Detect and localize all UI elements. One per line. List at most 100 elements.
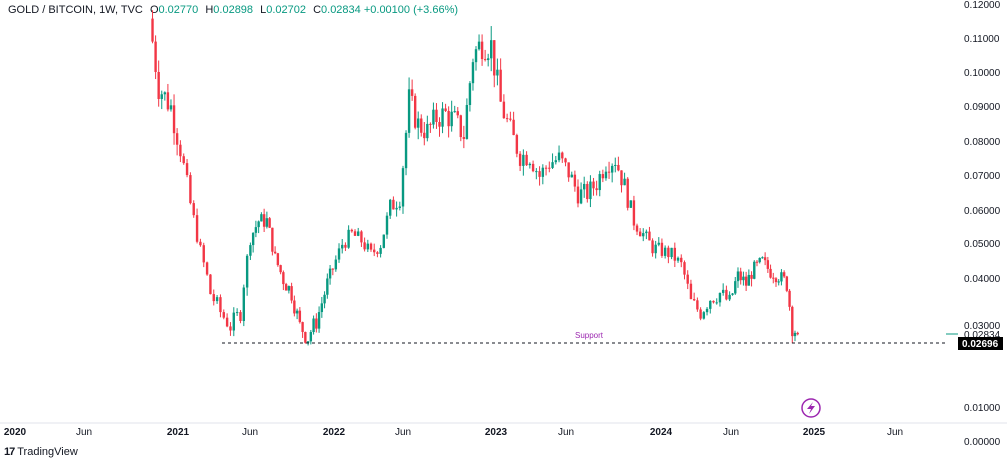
support-label: Support — [575, 331, 604, 340]
y-tick-label: 0.08000 — [964, 137, 1001, 148]
candle-body — [480, 41, 484, 60]
candle-body — [407, 89, 411, 133]
candle-body — [538, 171, 541, 177]
candle-body — [420, 118, 423, 133]
candle-body — [683, 262, 686, 275]
candle-body — [645, 231, 648, 234]
candle-body — [254, 227, 258, 233]
candle-body — [317, 312, 321, 329]
candle-body — [423, 132, 426, 139]
y-tick-label: 0.07000 — [964, 171, 1001, 182]
candle-body — [614, 164, 617, 166]
close-label: C — [313, 4, 322, 16]
candle-body — [642, 233, 645, 237]
candle-body — [660, 242, 664, 256]
candle-body — [328, 268, 332, 279]
candle-body — [753, 261, 756, 279]
candle-body — [570, 174, 573, 178]
candle-body — [309, 332, 313, 342]
price-axis[interactable]: 0.12000 0.11000 0.10000 0.09000 0.08000 0.070… — [964, 0, 1001, 448]
candle-body — [702, 312, 706, 319]
candle-body — [617, 164, 620, 171]
candle-body — [350, 229, 354, 232]
candle-body — [766, 260, 770, 269]
candle-body — [583, 183, 586, 190]
candle-body — [528, 163, 532, 166]
candle-body — [632, 200, 636, 226]
candle-body — [435, 109, 438, 123]
candle-body — [780, 272, 783, 282]
brand-name: TradingView — [17, 446, 78, 458]
candle-body — [638, 231, 642, 237]
candle-body — [567, 162, 570, 178]
candle-body — [369, 243, 373, 250]
candle-body — [629, 200, 633, 208]
candle-body — [564, 158, 567, 163]
candle-body — [212, 294, 215, 302]
candle-body — [260, 214, 263, 222]
close-value: 0.02834 — [321, 4, 361, 16]
candle-body — [573, 174, 577, 187]
open-value: 0.02770 — [158, 4, 199, 16]
candle-body — [601, 174, 605, 179]
candle-body — [312, 318, 315, 333]
candle-body — [235, 312, 239, 314]
candle-body — [395, 207, 398, 210]
candle-body — [635, 225, 639, 232]
candle-body — [189, 175, 192, 204]
candle-body — [651, 240, 654, 254]
candle-body — [493, 40, 496, 76]
candle-body — [744, 276, 748, 286]
candle-body — [705, 308, 709, 313]
candle-body — [392, 199, 395, 210]
candle-body — [654, 244, 657, 254]
candle-body — [229, 326, 232, 331]
y-tick-label: 0.10000 — [964, 68, 1001, 79]
candle-body — [225, 317, 229, 327]
candle-body — [257, 221, 260, 228]
symbol-title[interactable]: GOLD / BITCOIN, 1W, TVC — [8, 4, 143, 16]
time-axis[interactable]: 2020 Jun 2021 Jun 2022 Jun 2023 Jun 2024 Jun 2025 J… — [0, 422, 1007, 438]
candle-body — [287, 286, 291, 291]
candle-body — [232, 312, 235, 331]
candle-body — [718, 292, 722, 303]
candle-body — [284, 284, 288, 291]
candle-body — [341, 244, 344, 249]
candle-body — [429, 123, 432, 125]
candle-body — [709, 300, 712, 309]
support-price-label: 0.02696 — [962, 339, 999, 350]
candle-body — [736, 271, 740, 282]
candle-body — [209, 274, 212, 295]
candle-body — [251, 232, 255, 246]
candle-body — [179, 144, 182, 157]
candle-body — [699, 309, 702, 319]
candle-body — [791, 306, 794, 337]
candle-body — [769, 268, 772, 278]
candle-body — [604, 171, 608, 179]
last-price-label: 0.02834 — [964, 330, 1001, 341]
candle-body — [763, 257, 767, 261]
candle-body — [276, 253, 280, 266]
candle-body — [785, 276, 789, 291]
candle-body — [262, 214, 266, 227]
candle-body — [219, 297, 222, 313]
candle-body — [548, 167, 551, 169]
candle-body — [782, 272, 786, 277]
candle-body — [777, 281, 780, 283]
candle-body — [315, 318, 318, 329]
candle-body — [245, 255, 249, 288]
candle-body — [432, 109, 435, 125]
candle-body — [747, 274, 751, 286]
candle-body — [739, 271, 742, 281]
candle-body — [404, 132, 408, 169]
candle-body — [268, 218, 271, 228]
candle-body — [239, 312, 242, 321]
candle-body — [438, 122, 441, 127]
x-tick-label: Jun — [558, 427, 574, 438]
lightning-icon[interactable] — [801, 398, 821, 418]
candle-body — [347, 229, 350, 248]
candle-body — [592, 181, 595, 189]
candle-body — [323, 294, 326, 304]
candle-body — [172, 105, 176, 134]
